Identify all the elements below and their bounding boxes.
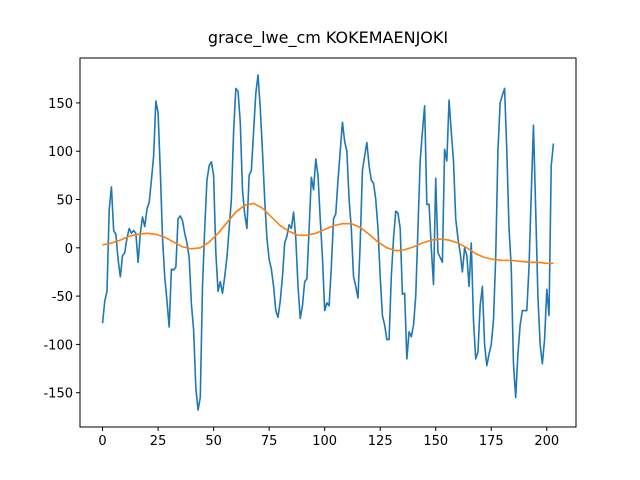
x-tick-label: 75: [261, 434, 278, 449]
plot-area: [101, 74, 555, 411]
y-tick-label: 150: [48, 97, 73, 112]
x-tick-label: 25: [150, 434, 167, 449]
x-tick-label: 200: [534, 434, 559, 449]
y-tick-label: 50: [56, 194, 73, 209]
x-tick-label: 125: [368, 434, 393, 449]
y-tick-label: 100: [48, 145, 73, 160]
x-tick-label: 0: [98, 434, 106, 449]
axes-frame: [79, 57, 577, 428]
y-tick-label: 0: [65, 242, 73, 257]
x-tick-label: 50: [205, 434, 222, 449]
x-tick-label: 100: [312, 434, 337, 449]
series-line: [101, 74, 555, 411]
x-tick-label: 150: [423, 434, 448, 449]
x-tick-label: 175: [479, 434, 504, 449]
chart-title: grace_lwe_cm KOKEMAENJOKI: [208, 28, 448, 48]
y-tick-label: -150: [43, 387, 73, 402]
series-line: [102, 202, 554, 265]
y-tick-label: -100: [43, 338, 73, 353]
y-tick-label: -50: [52, 290, 73, 305]
